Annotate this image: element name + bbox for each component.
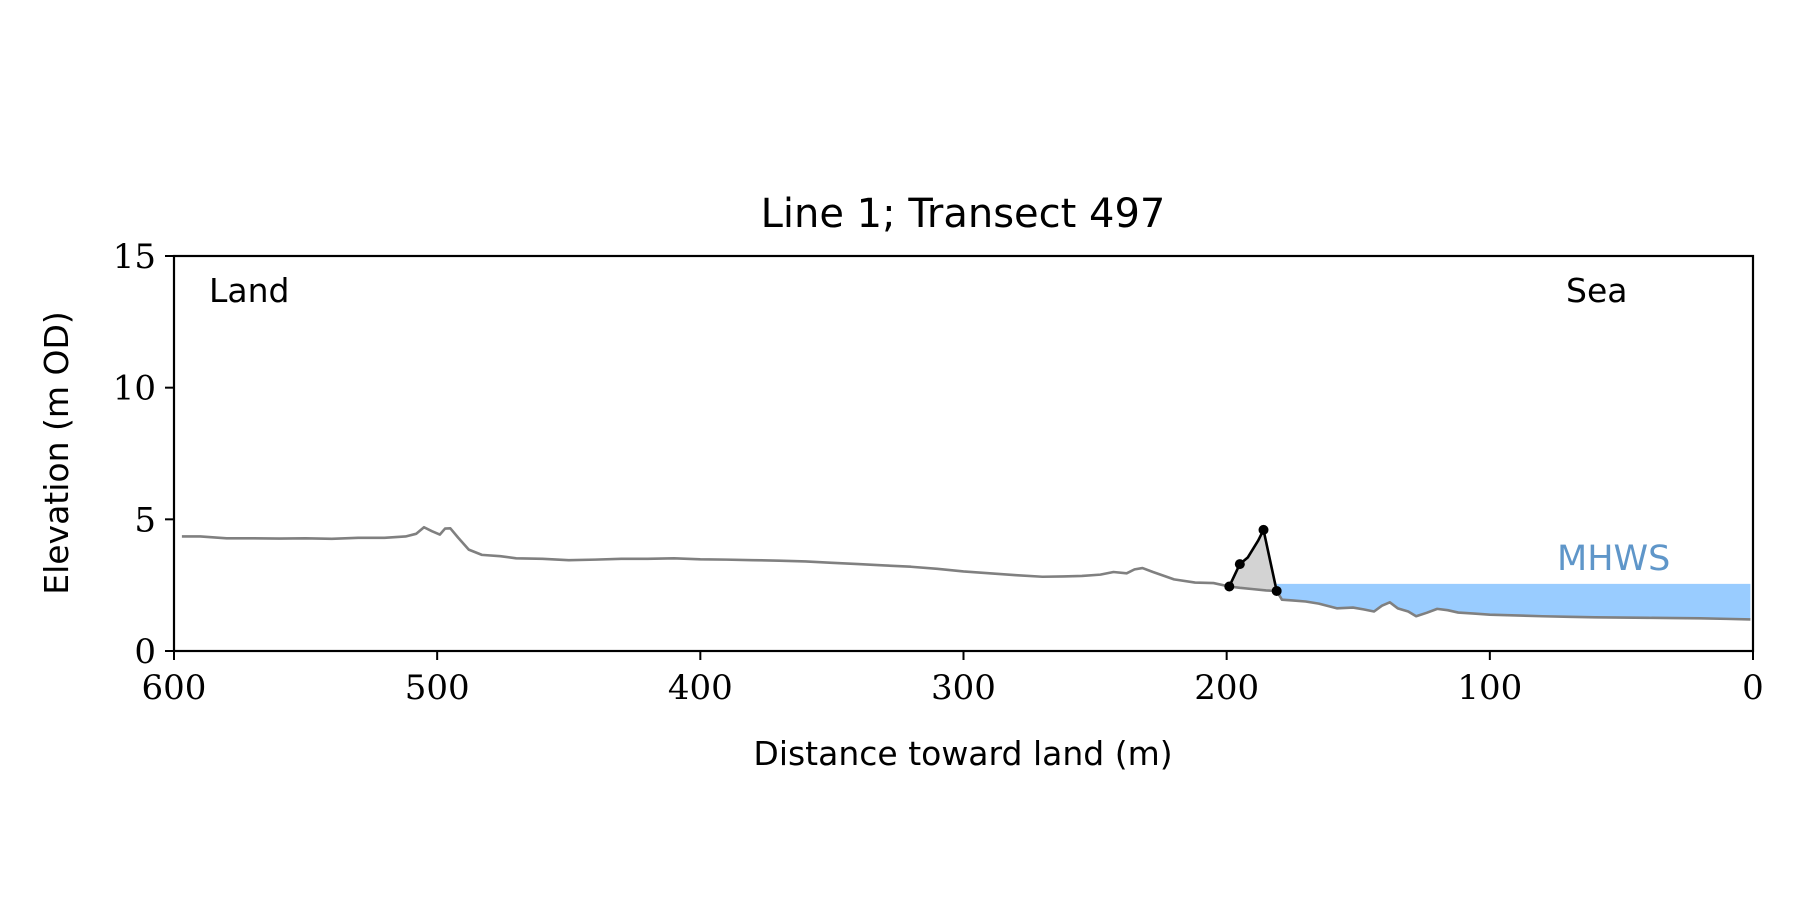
dune-marker xyxy=(1258,524,1269,535)
dune-marker xyxy=(1224,581,1235,592)
land-annotation: Land xyxy=(209,271,289,310)
y-tick-label: 5 xyxy=(134,500,156,540)
ground-profile-line xyxy=(181,525,1751,621)
y-tick-label: 0 xyxy=(134,632,156,672)
ticks-layer: 600 500 400 300 200 100 0 0 5 10 15 xyxy=(113,237,1764,708)
mhws-label: MHWS xyxy=(1557,539,1670,579)
y-axis-label: Elevation (m OD) xyxy=(37,311,76,595)
x-tick-label: 400 xyxy=(668,668,733,708)
x-tick-label: 200 xyxy=(1194,668,1259,708)
x-tick-label: 300 xyxy=(931,668,996,708)
sea-fill xyxy=(1276,583,1751,620)
chart-title: Line 1; Transect 497 xyxy=(761,191,1166,237)
sea-annotation: Sea xyxy=(1566,271,1627,310)
dune-fill xyxy=(1229,529,1277,591)
x-tick-label: 100 xyxy=(1457,668,1522,708)
y-tick-label: 15 xyxy=(113,237,156,277)
y-tick-label: 10 xyxy=(113,369,156,409)
x-tick-label: 600 xyxy=(142,668,207,708)
x-tick-label: 0 xyxy=(1742,668,1764,708)
dune-marker xyxy=(1271,585,1282,596)
x-axis-label: Distance toward land (m) xyxy=(753,734,1172,773)
x-tick-label: 500 xyxy=(405,668,470,708)
plot-layer xyxy=(181,524,1751,621)
dune-marker xyxy=(1234,559,1245,570)
